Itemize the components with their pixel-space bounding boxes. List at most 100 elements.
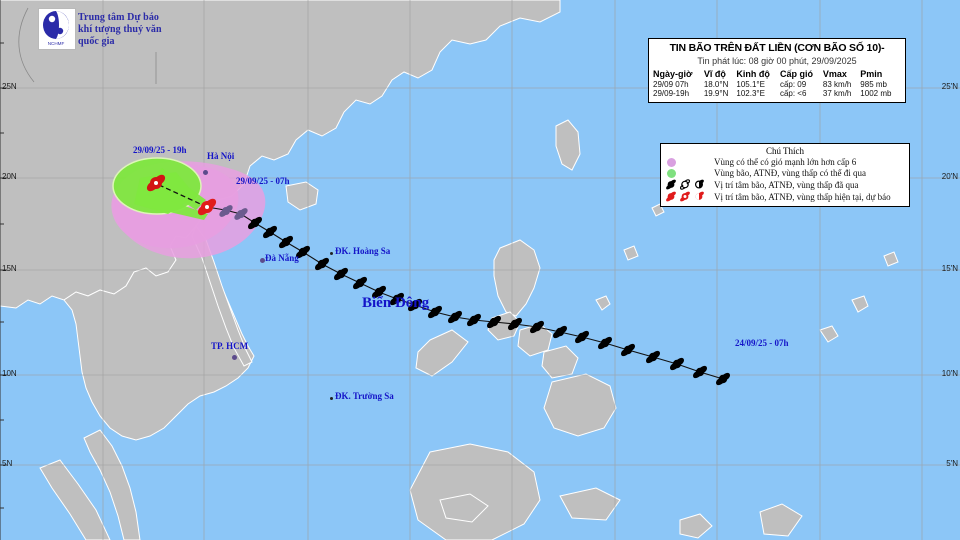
island-small-5 [851, 295, 869, 313]
logo-caption: NCHMF [48, 41, 65, 46]
forecast-table: Ngày-giờ Vĩ độ Kinh độ Cấp gió Vmax Pmin… [653, 69, 901, 98]
cell-pmin: 1002 mb [860, 89, 892, 98]
malay-peninsula [83, 429, 141, 540]
map-legend: Chú Thích Vùng có thể có gió mạnh lớn hơ… [660, 143, 910, 207]
sea-label-bien-dong: Biển Đông [362, 295, 430, 311]
island-small-1 [595, 295, 611, 311]
cyclone-icon-black-filled [666, 179, 676, 190]
island-small-2 [623, 245, 639, 261]
logo-connector-lines [18, 7, 157, 84]
lat-label-10n-left: 10N [2, 369, 17, 378]
island-south-2 [679, 513, 713, 539]
forecast-table-header-row: Ngày-giờ Vĩ độ Kinh độ Cấp gió Vmax Pmin [653, 69, 901, 80]
legend-symbol-red-cyclones [665, 191, 709, 202]
island-south-1 [759, 503, 803, 537]
col-latitude: Vĩ độ [703, 69, 726, 79]
cell-latitude: 18.0°N [703, 80, 729, 89]
lat-label-25n-right: 25'N [941, 82, 958, 91]
luzon [493, 239, 541, 317]
lat-label-10n-right: 10'N [941, 369, 958, 378]
lat-label-15n-left: 15N [2, 264, 17, 273]
negros-cebu [541, 345, 579, 379]
cell-longitude: 102.3°E [736, 89, 765, 98]
cell-datetime: 29/09-19h [653, 89, 690, 98]
sumatra [39, 459, 111, 540]
legend-row-violet-area: Vùng có thể có gió mạnh lớn hơn cấp 6 [665, 157, 905, 167]
legend-symbol-violet-circle [665, 157, 709, 167]
lat-label-5n-right: 5'N [946, 459, 958, 468]
col-vmax: Vmax [822, 69, 847, 79]
cell-vmax: 37 km/h [822, 89, 852, 98]
table-row: 29/09-19h 19.9°N 102.3°E cấp: <6 37 km/h… [653, 89, 901, 98]
track-date-forecast-19h: 29/09/25 - 19h [133, 145, 187, 155]
cyclone-icon-red-filled [666, 191, 676, 202]
city-label-hcmc: TP. HCM [211, 341, 249, 351]
lat-label-15n-right: 15'N [941, 264, 958, 273]
lat-label-20n-right: 20'N [941, 172, 958, 181]
cell-latitude: 19.9°N [703, 89, 729, 98]
city-label-hanoi: Hà Nội [207, 151, 235, 161]
island-small-4 [819, 325, 839, 343]
island-dot-truongsa [330, 397, 333, 400]
lat-label-20n-left: 20N [2, 172, 17, 181]
forecast-centerline [156, 183, 208, 208]
legend-label-green-area: Vùng bão, ATNĐ, vùng thấp có thể đi qua [714, 168, 866, 178]
agency-name-line1: Trung tâm Dự báo [78, 12, 160, 23]
col-pmin: Pmin [860, 69, 883, 79]
mindanao [543, 373, 617, 437]
island-dot-hoangsa [330, 252, 333, 255]
track-date-origin-24sep: 24/09/25 - 07h [735, 338, 789, 348]
city-label-danang: Đà Nẵng [265, 253, 299, 263]
table-row: 29/09 07h 18.0°N 105.1°E cấp: 09 83 km/h… [653, 80, 901, 89]
cyclone-icon-red-hollow [680, 191, 690, 202]
cone-corridor-lower [152, 196, 208, 220]
bulletin-title: TIN BÃO TRÊN ĐẤT LIỀN (CƠN BÃO SỐ 10)- [669, 42, 885, 54]
borneo [409, 443, 541, 540]
legend-symbol-green-circle [665, 168, 709, 178]
sulawesi [559, 487, 621, 521]
palawan [415, 329, 469, 377]
cell-longitude: 105.1°E [736, 80, 765, 89]
col-windlevel: Cấp gió [779, 69, 813, 79]
island-small-3 [651, 203, 665, 217]
lat-label-25n-left: 25N [2, 82, 17, 91]
cell-pmin: 985 mb [860, 80, 887, 89]
lat-label-5n-left: 5N [2, 459, 13, 468]
island-label-truongsa: ĐK. Trường Sa [335, 391, 394, 401]
axis-ticks [0, 0, 7, 540]
agency-name: Trung tâm Dự báo khí tượng thuỷ văn quốc… [78, 12, 178, 48]
past-position-markers-land [219, 205, 248, 220]
island-java-w [439, 493, 489, 523]
legend-row-current-positions: Vị trí tâm bão, ATNĐ, vùng thấp hiện tại… [665, 191, 905, 202]
legend-row-past-positions: Vị trí tâm bão, ATNĐ, vùng thấp đã qua [665, 179, 905, 190]
city-dot-danang [260, 258, 265, 263]
agency-logo-block: NCHMF Trung tâm Dự báo khí tượng thuỷ vă… [38, 8, 178, 50]
city-dot-hanoi [203, 170, 208, 175]
nchmf-logo-icon: NCHMF [38, 8, 76, 50]
legend-label-past-positions: Vị trí tâm bão, ATNĐ, vùng thấp đã qua [714, 179, 859, 190]
current-position-marker [197, 198, 217, 216]
cyclone-icon-red-half [695, 191, 704, 200]
bulletin-info-box: TIN BÃO TRÊN ĐẤT LIỀN (CƠN BÃO SỐ 10)- T… [648, 38, 906, 103]
col-longitude: Kinh độ [736, 69, 770, 79]
legend-label-violet-area: Vùng có thể có gió mạnh lớn hơn cấp 6 [714, 157, 857, 167]
legend-title: Chú Thích [765, 146, 805, 156]
forecast-position-marker [146, 174, 166, 192]
island-label-hoangsa: ĐK. Hoàng Sa [335, 246, 391, 256]
legend-label-current-positions: Vị trí tâm bão, ATNĐ, vùng thấp hiện tại… [714, 191, 891, 202]
cyclone-icon-black-hollow [679, 179, 691, 190]
cell-windlevel: cấp: 09 [779, 80, 807, 89]
legend-row-green-area: Vùng bão, ATNĐ, vùng thấp có thể đi qua [665, 168, 905, 178]
track-date-current-07h: 29/09/25 - 07h [236, 176, 290, 186]
indochina-peninsula [63, 225, 255, 441]
bulletin-issue-time: Tin phát lúc: 08 giờ 00 phút, 29/09/2025 [697, 56, 857, 66]
cyclone-icon-black-half [695, 179, 704, 189]
taiwan [555, 119, 581, 171]
island-small-6 [883, 251, 899, 267]
legend-symbol-black-cyclones [665, 179, 709, 190]
forecast-cones [111, 157, 266, 259]
hainan [285, 181, 319, 211]
col-datetime: Ngày-giờ [653, 69, 693, 79]
cell-windlevel: cấp: <6 [779, 89, 807, 98]
